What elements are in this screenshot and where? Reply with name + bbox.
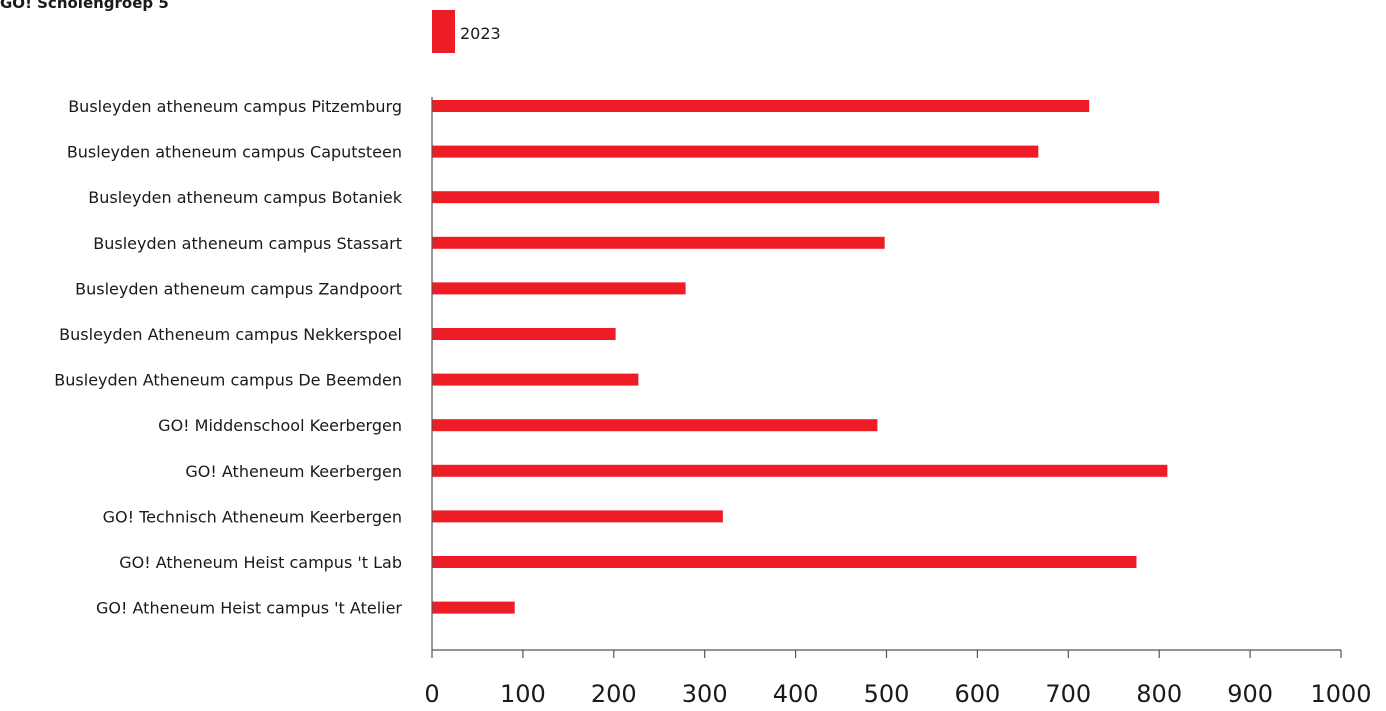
x-tick-label: 0	[424, 680, 439, 708]
bar	[432, 601, 515, 614]
category-label: Busleyden Atheneum campus De Beemden	[54, 371, 402, 390]
legend-label: 2023	[460, 24, 501, 43]
x-tick-labels: 0 100 200 300 400 500 600 700 800 900 1000	[424, 680, 1371, 708]
category-label: Busleyden Atheneum campus Nekkerspoel	[59, 325, 402, 344]
bar	[432, 464, 1168, 477]
axes	[431, 97, 1342, 658]
x-tick-label: 600	[954, 680, 1000, 708]
bar	[432, 556, 1137, 568]
category-labels: Busleyden atheneum campus Pitzemburg Busl…	[54, 97, 402, 618]
bar	[432, 100, 1090, 112]
category-label: GO! Middenschool Keerbergen	[158, 416, 402, 435]
bars-group	[432, 100, 1168, 614]
x-tick-label: 400	[773, 680, 819, 708]
bar	[432, 282, 686, 295]
x-tick-label: 1000	[1310, 680, 1371, 708]
x-tick-label: 500	[864, 680, 910, 708]
category-label: GO! Atheneum Keerbergen	[185, 462, 402, 481]
category-label: GO! Atheneum Heist campus 't Lab	[119, 553, 402, 572]
x-tick-label: 100	[500, 680, 546, 708]
x-tick-label: 900	[1227, 680, 1273, 708]
category-label: Busleyden atheneum campus Stassart	[93, 234, 402, 253]
category-label: Busleyden atheneum campus Pitzemburg	[68, 97, 402, 116]
category-label: Busleyden atheneum campus Caputsteen	[67, 143, 402, 162]
bar	[432, 419, 878, 432]
chart-title: GO! Scholengroep 5	[0, 0, 169, 12]
legend-swatch-2023	[432, 10, 455, 53]
legend: 2023	[432, 10, 501, 53]
x-tick-label: 300	[682, 680, 728, 708]
bar	[432, 236, 885, 249]
category-label: GO! Technisch Atheneum Keerbergen	[103, 507, 402, 526]
category-label: Busleyden atheneum campus Zandpoort	[75, 279, 402, 298]
bar	[432, 191, 1160, 204]
bar	[432, 373, 639, 386]
category-label: Busleyden atheneum campus Botaniek	[88, 188, 402, 207]
bar	[432, 328, 616, 340]
x-tick-label: 700	[1045, 680, 1091, 708]
category-label: GO! Atheneum Heist campus 't Atelier	[96, 599, 402, 618]
x-tick-label: 200	[591, 680, 637, 708]
x-tick-label: 800	[1136, 680, 1182, 708]
bar	[432, 145, 1039, 158]
bar	[432, 510, 723, 523]
